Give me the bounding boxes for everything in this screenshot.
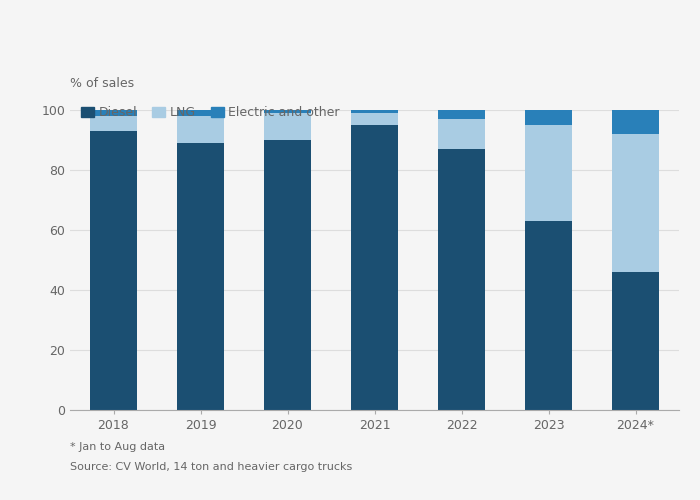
Bar [524,221,573,410]
Bar [351,110,398,113]
Bar [524,125,573,221]
Bar [264,110,312,113]
Bar [264,113,312,140]
Text: Source: CV World, 14 ton and heavier cargo trucks: Source: CV World, 14 ton and heavier car… [70,462,352,472]
Bar [351,113,398,125]
Legend: Diesel, LNG, Electric and other: Diesel, LNG, Electric and other [76,101,345,124]
Bar [176,116,225,143]
Bar [90,131,137,410]
Bar [438,149,485,410]
Bar [612,272,659,410]
Bar [264,140,312,410]
Text: * Jan to Aug data: * Jan to Aug data [70,442,165,452]
Bar [176,143,225,410]
Bar [438,119,485,149]
Bar [351,125,398,410]
Bar [176,110,225,116]
Bar [90,116,137,131]
Bar [612,134,659,272]
Text: % of sales: % of sales [70,77,134,90]
Bar [438,110,485,119]
Bar [90,110,137,116]
Bar [524,110,573,125]
Bar [612,110,659,134]
